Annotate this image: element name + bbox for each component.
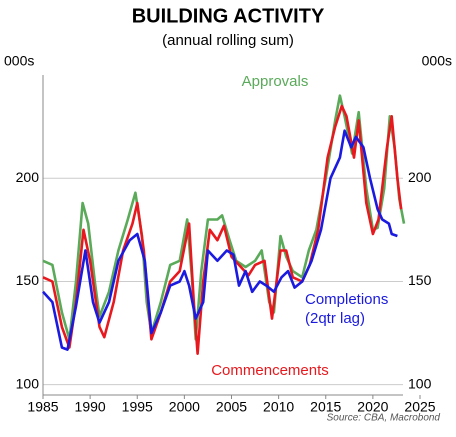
series-label-line: (2qtr lag): [305, 310, 365, 327]
series-label: Commencements: [211, 362, 329, 379]
y2-tick-label: 150: [408, 272, 432, 288]
series-line: [42, 129, 398, 351]
chart-subtitle: (annual rolling sum): [162, 32, 294, 49]
y-axis-label: 000s: [4, 53, 34, 69]
chart-title: BUILDING ACTIVITY: [132, 5, 325, 27]
x-tick-label: 2000: [169, 399, 200, 415]
x-tick-label: 2010: [263, 399, 294, 415]
y2-tick-label: 200: [408, 169, 432, 185]
x-tick-label: 2025: [404, 399, 435, 415]
y-tick-label: 100: [16, 375, 40, 391]
y2-tick-label: 100: [408, 375, 432, 391]
series-label-line: Completions: [305, 291, 388, 308]
x-tick-label: 1995: [122, 399, 153, 415]
y-tick-label: 200: [16, 169, 40, 185]
x-tick-label: 2005: [216, 399, 247, 415]
x-tick-label: 1985: [27, 399, 58, 415]
y2-axis-label: 000s: [422, 53, 452, 69]
series-label: Completions (2qtr lag): [305, 291, 388, 327]
series-label-line: Approvals: [242, 73, 309, 90]
x-tick-label: 1990: [75, 399, 106, 415]
series-label-line: Commencements: [211, 362, 329, 379]
source-note: Source: CBA, Macrobond: [327, 413, 441, 424]
series-label: Approvals: [242, 73, 309, 90]
y-tick-label: 150: [16, 272, 40, 288]
x-tick-label: 2015: [310, 399, 341, 415]
series-line: [42, 104, 403, 355]
x-tick-label: 2020: [357, 399, 388, 415]
